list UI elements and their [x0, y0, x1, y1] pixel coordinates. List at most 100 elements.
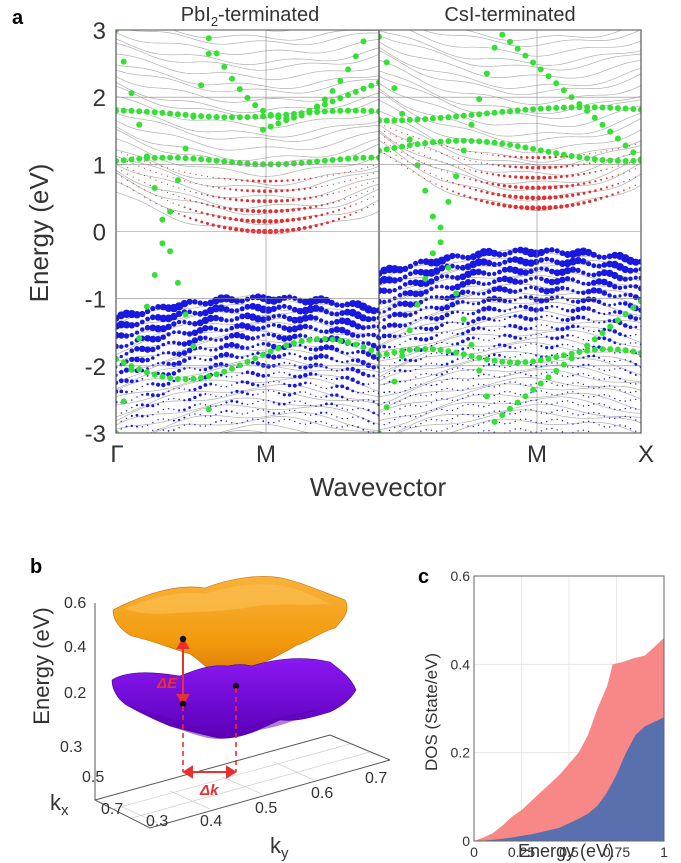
valence-point — [119, 354, 123, 359]
valence-point — [577, 422, 579, 425]
valence-point — [314, 413, 317, 416]
conduction-point — [372, 164, 374, 167]
conduction-point — [496, 202, 501, 207]
conduction-point — [463, 185, 466, 188]
conduction-point — [344, 198, 346, 200]
valence-point — [251, 352, 255, 356]
valence-point — [149, 335, 157, 343]
conduction-point — [274, 179, 278, 183]
valence-point — [204, 425, 207, 427]
valence-point — [613, 294, 617, 299]
conduction-point — [291, 227, 296, 232]
panel-c-ytick: 0 — [462, 833, 470, 849]
conduction-point — [223, 178, 226, 180]
conduction-point — [285, 218, 290, 223]
valence-point — [530, 431, 532, 433]
valence-point — [556, 402, 558, 404]
valence-point — [298, 343, 302, 347]
valence-point — [225, 401, 228, 404]
valence-point — [632, 258, 640, 266]
valence-point — [435, 374, 438, 377]
valence-point — [488, 412, 490, 414]
panel-a-ytick: -1 — [85, 287, 106, 314]
valence-point — [549, 296, 555, 301]
valence-point — [324, 320, 329, 325]
valence-point — [393, 345, 396, 348]
valence-point — [598, 402, 600, 405]
valence-point — [393, 369, 396, 372]
valence-point — [246, 403, 249, 406]
valence-point — [446, 419, 448, 422]
valence-point — [388, 402, 391, 404]
valence-point — [498, 410, 501, 412]
valence-point — [361, 382, 365, 386]
panel-c-xtick: 0 — [470, 844, 478, 860]
valence-point — [629, 342, 632, 344]
valence-point — [183, 424, 186, 426]
valence-point — [130, 390, 133, 393]
bulk-band-line — [379, 140, 641, 202]
surface-state-point — [638, 106, 641, 113]
conduction-point — [560, 165, 563, 169]
conduction-point — [571, 164, 574, 167]
valence-point — [451, 343, 454, 346]
valence-point — [154, 325, 162, 333]
valence-point — [623, 301, 628, 306]
conduction-point — [303, 206, 307, 210]
conduction-point — [245, 199, 250, 203]
valence-point — [152, 429, 154, 431]
valence-point — [278, 392, 281, 395]
valence-point — [477, 415, 480, 418]
conduction-point — [519, 205, 524, 210]
conduction-point — [326, 175, 329, 177]
conduction-point — [582, 182, 586, 185]
bulk-band-line — [116, 181, 379, 226]
valence-point — [387, 299, 392, 303]
valence-point — [145, 357, 150, 363]
valence-point — [333, 326, 341, 333]
valence-point — [187, 356, 192, 361]
conduction-point — [344, 181, 346, 183]
valence-point — [617, 285, 623, 291]
valence-point — [430, 344, 433, 347]
surface-state-point — [314, 104, 321, 111]
valence-point — [339, 310, 346, 316]
valence-point — [462, 424, 464, 426]
panel-label-c: c — [418, 566, 429, 588]
valence-point — [627, 267, 634, 274]
valence-point — [560, 318, 565, 322]
valence-point — [236, 412, 238, 414]
valence-point — [477, 349, 480, 351]
valence-point — [194, 368, 196, 370]
bulk-band-line — [379, 129, 641, 185]
valence-point — [582, 327, 585, 330]
valence-point — [325, 387, 328, 390]
valence-point — [429, 336, 434, 341]
conduction-point — [194, 209, 198, 213]
surface-state-point — [229, 114, 235, 121]
valence-point — [581, 315, 586, 320]
valence-point — [193, 395, 197, 400]
valence-point — [303, 334, 308, 338]
surface-state-point — [198, 82, 205, 89]
bulk-band-line — [379, 41, 641, 79]
valence-point — [481, 282, 486, 286]
valence-point — [202, 300, 209, 307]
bulk-band-line — [379, 88, 641, 137]
valence-point — [186, 298, 193, 305]
conduction-point — [384, 141, 386, 143]
valence-point — [394, 426, 396, 429]
valence-point — [572, 374, 574, 377]
surface-state-point — [229, 159, 235, 166]
valence-point — [466, 329, 471, 334]
valence-point — [223, 351, 230, 358]
valence-point — [308, 347, 313, 352]
valence-point — [229, 308, 235, 314]
valence-point — [540, 390, 543, 392]
valence-point — [267, 382, 270, 384]
conduction-point — [508, 184, 512, 189]
conduction-point — [559, 204, 564, 209]
bulk-band-line — [116, 69, 379, 94]
conduction-point — [166, 183, 169, 185]
valence-point — [460, 254, 466, 260]
